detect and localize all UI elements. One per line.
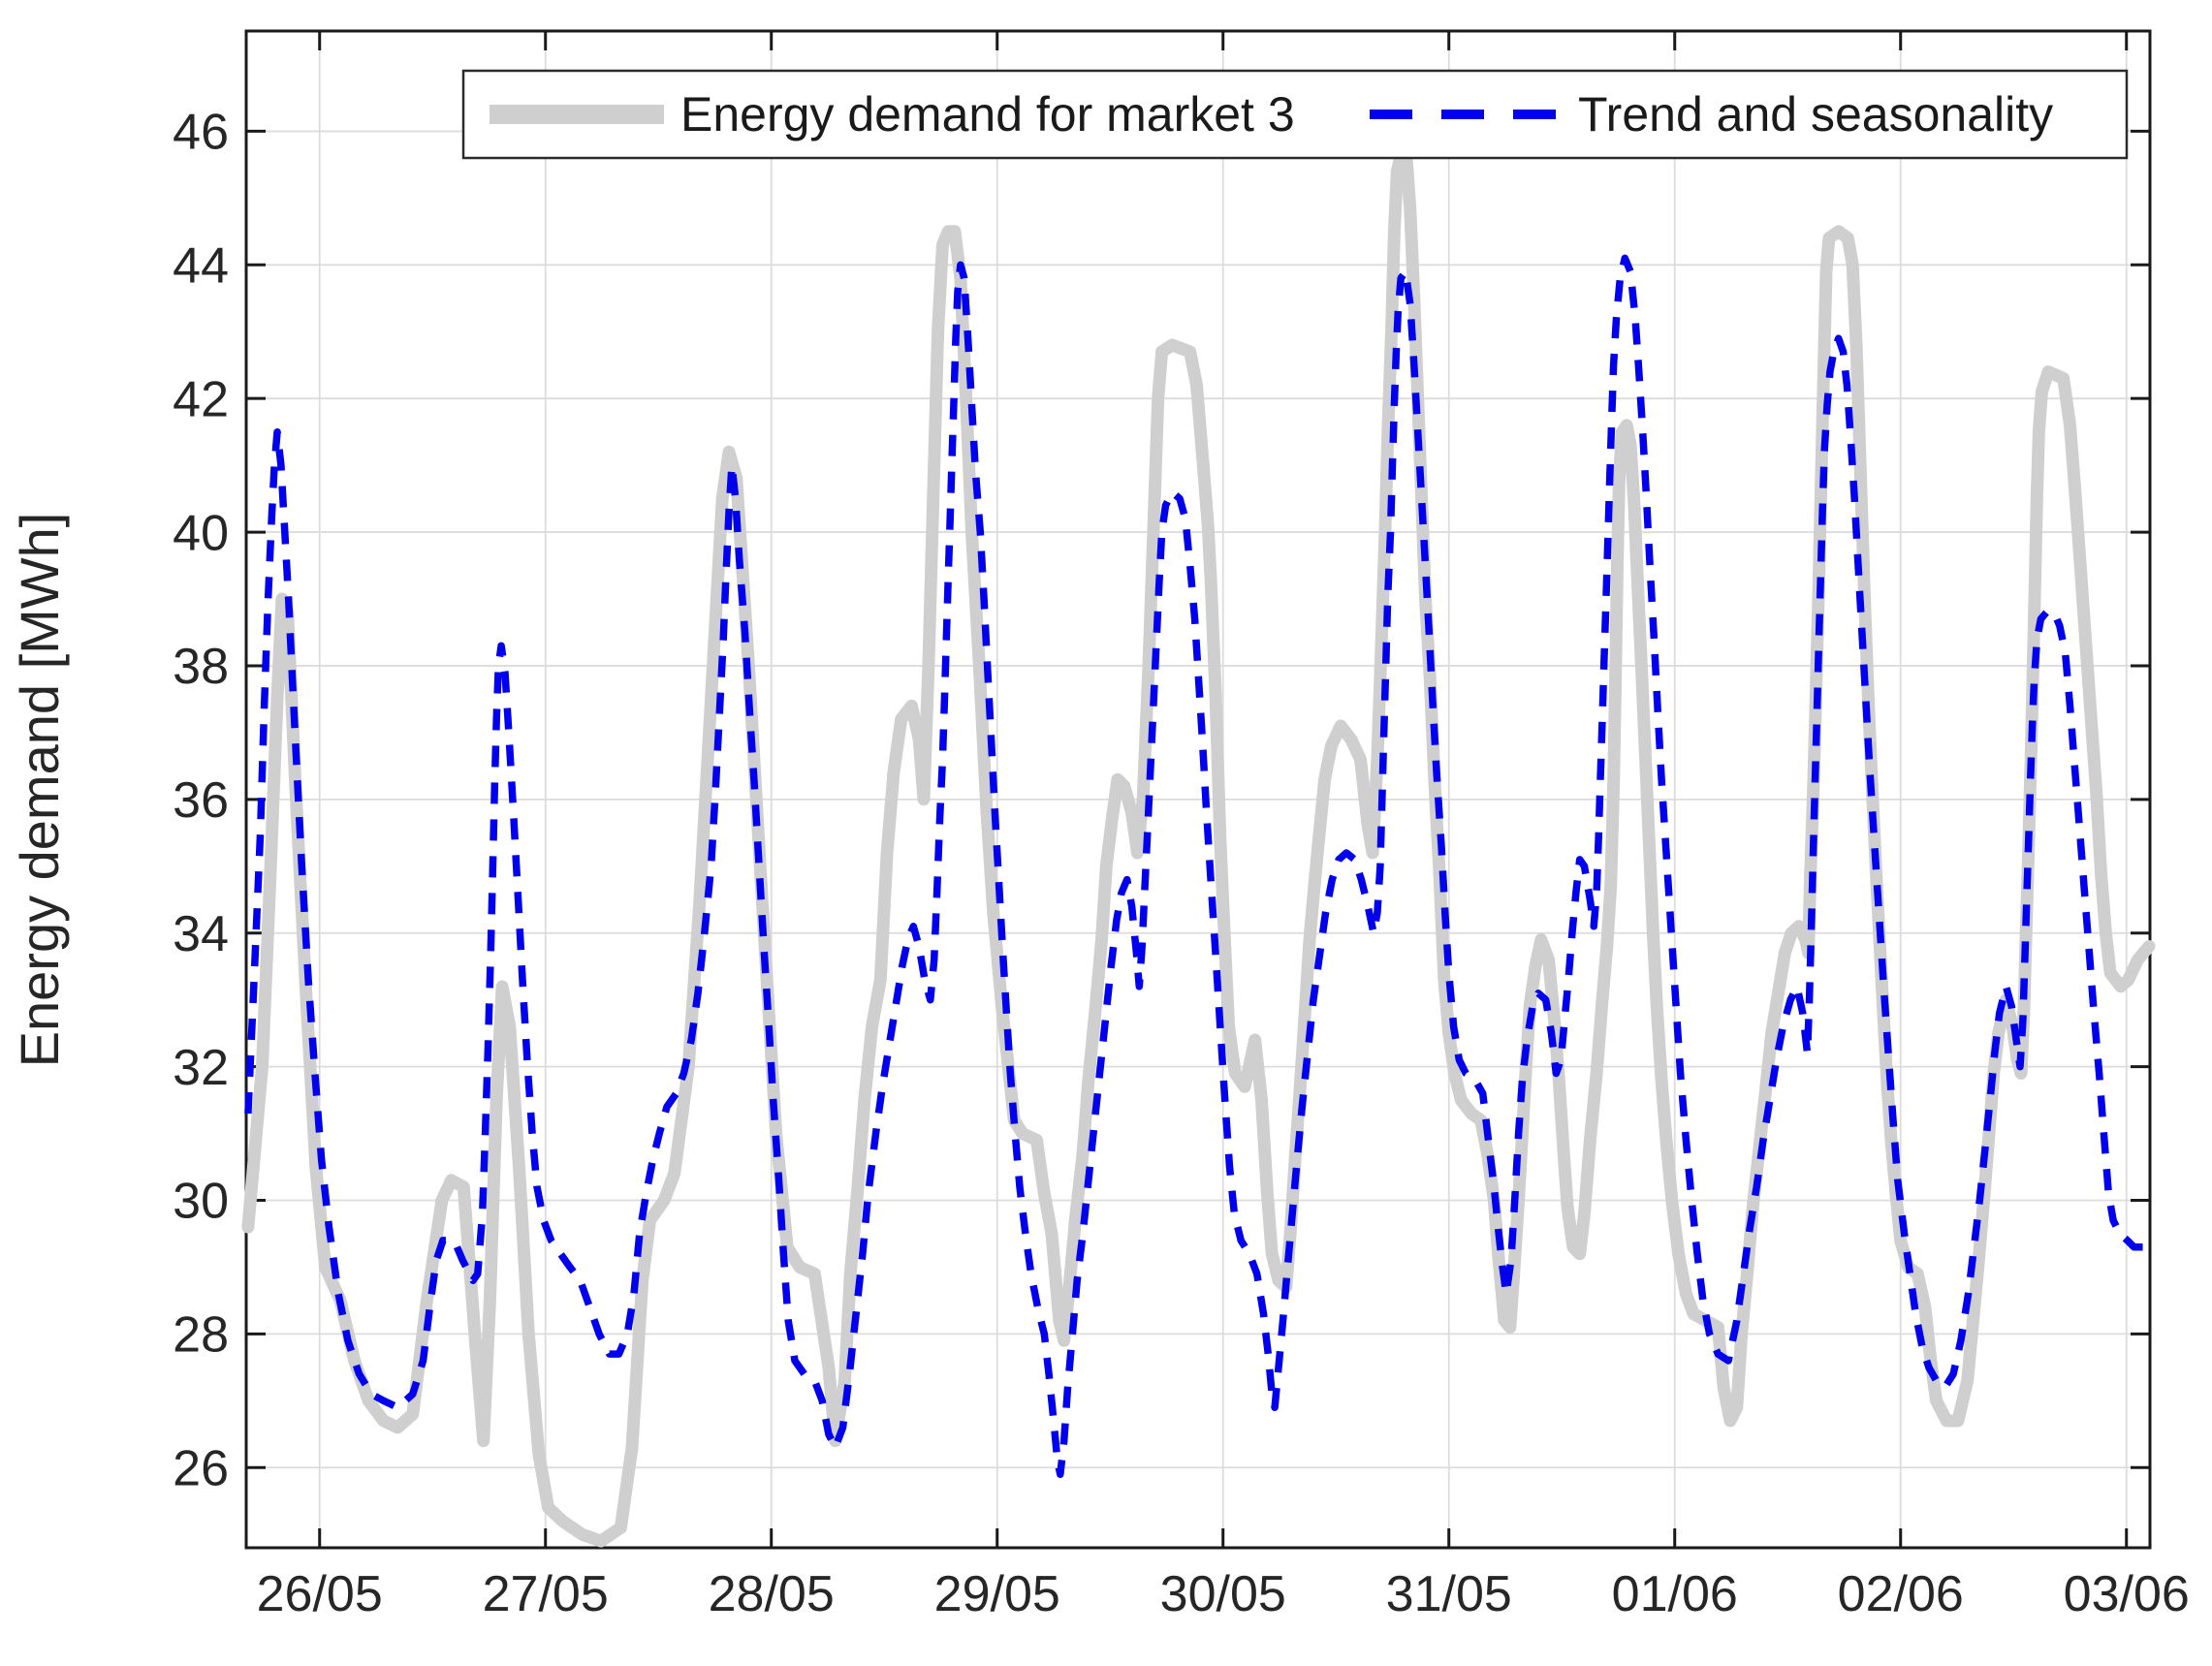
y-tick-label: 30 <box>173 1174 229 1230</box>
x-tick-label: 31/05 <box>1386 1566 1512 1622</box>
x-tick-label: 02/06 <box>1838 1566 1964 1622</box>
x-tick-label: 03/06 <box>2064 1566 2190 1622</box>
x-tick-label: 01/06 <box>1612 1566 1738 1622</box>
legend-trend-label: Trend and seasonality <box>1578 87 2053 141</box>
legend: Energy demand for market 3 Trend and sea… <box>461 69 2129 160</box>
plot-area <box>244 29 2152 1550</box>
y-tick-label: 28 <box>173 1307 229 1364</box>
y-tick-label: 26 <box>173 1440 229 1496</box>
y-axis-tick-labels: 26 28 30 32 34 36 38 40 42 44 46 <box>173 105 229 1497</box>
x-axis-tick-labels: 26/05 27/05 28/05 29/05 30/05 31/05 01/06 02/06… <box>257 1566 2190 1622</box>
x-tick-label: 26/05 <box>257 1566 383 1622</box>
series-group <box>241 144 2156 1548</box>
x-tick-label: 30/05 <box>1160 1566 1286 1622</box>
x-tick-label: 28/05 <box>709 1566 835 1622</box>
x-tick-label: 29/05 <box>934 1566 1060 1622</box>
y-tick-label: 46 <box>173 105 229 161</box>
y-tick-label: 34 <box>173 906 229 962</box>
y-tick-label: 36 <box>173 772 229 829</box>
legend-box <box>461 69 2129 160</box>
y-tick-label: 32 <box>173 1040 229 1096</box>
series-trend-seasonality <box>244 254 2149 1478</box>
y-axis-title: Energy demand [MWh] <box>9 513 70 1068</box>
y-tick-label: 42 <box>173 371 229 427</box>
legend-demand-label: Energy demand for market 3 <box>680 87 1295 141</box>
x-tick-label: 27/05 <box>483 1566 609 1622</box>
y-tick-label: 44 <box>173 237 229 294</box>
y-tick-label: 40 <box>173 505 229 561</box>
y-tick-label: 38 <box>173 639 229 695</box>
